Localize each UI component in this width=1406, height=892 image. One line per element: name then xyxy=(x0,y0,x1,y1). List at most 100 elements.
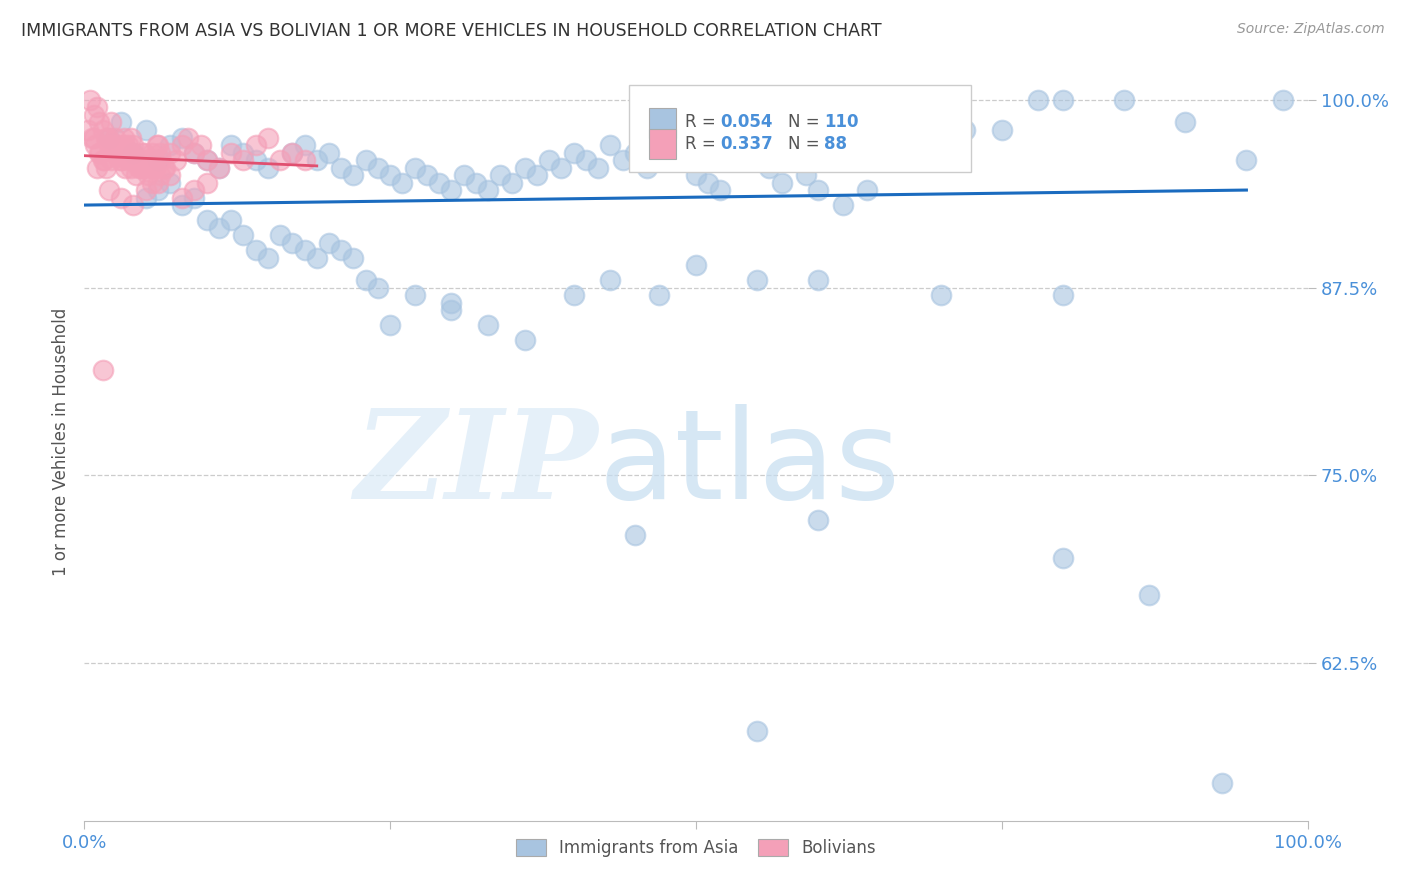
Point xyxy=(100,115,122,129)
Point xyxy=(1052,550,1074,565)
Point xyxy=(257,251,280,265)
Point xyxy=(697,176,720,190)
Point xyxy=(513,161,536,175)
Point xyxy=(440,303,463,318)
Point xyxy=(575,153,598,167)
Point xyxy=(135,153,157,167)
Point xyxy=(1137,589,1160,603)
Point xyxy=(929,130,952,145)
Point xyxy=(128,161,150,175)
Point xyxy=(807,513,830,527)
Point xyxy=(440,295,463,310)
Point xyxy=(183,190,205,204)
Point xyxy=(96,130,118,145)
Point xyxy=(159,145,181,160)
Point xyxy=(257,161,280,175)
FancyBboxPatch shape xyxy=(650,129,676,160)
Legend: Immigrants from Asia, Bolivians: Immigrants from Asia, Bolivians xyxy=(508,830,884,865)
Point xyxy=(77,123,100,137)
Point xyxy=(294,138,316,153)
Point xyxy=(831,198,853,212)
Point xyxy=(281,235,304,250)
Text: R =: R = xyxy=(685,113,721,131)
Text: R =: R = xyxy=(685,135,721,153)
Point xyxy=(143,153,166,167)
Point xyxy=(128,153,150,167)
Point xyxy=(110,115,132,129)
Point xyxy=(132,161,155,175)
Point xyxy=(195,176,218,190)
Point xyxy=(1114,93,1136,107)
Point xyxy=(380,168,402,182)
Point xyxy=(305,251,328,265)
Point xyxy=(526,168,548,182)
Point xyxy=(794,168,817,182)
Point xyxy=(991,123,1014,137)
Point xyxy=(1211,776,1233,790)
Point xyxy=(195,153,218,167)
Point xyxy=(734,153,756,167)
Point xyxy=(142,161,165,175)
Point xyxy=(153,161,176,175)
Point xyxy=(599,138,621,153)
Point xyxy=(612,153,634,167)
Point xyxy=(269,153,291,167)
Point xyxy=(305,153,328,167)
Point xyxy=(129,161,152,175)
Point xyxy=(232,153,254,167)
Point xyxy=(141,145,163,160)
Point xyxy=(112,130,135,145)
Point xyxy=(232,228,254,243)
Text: IMMIGRANTS FROM ASIA VS BOLIVIAN 1 OR MORE VEHICLES IN HOUSEHOLD CORRELATION CHA: IMMIGRANTS FROM ASIA VS BOLIVIAN 1 OR MO… xyxy=(21,22,882,40)
Point xyxy=(146,138,169,153)
Point xyxy=(427,176,450,190)
Point xyxy=(281,145,304,160)
Point xyxy=(183,145,205,160)
Point xyxy=(115,145,138,160)
Point xyxy=(146,183,169,197)
Point xyxy=(149,145,172,160)
Point xyxy=(87,115,110,129)
Point xyxy=(208,220,231,235)
Point xyxy=(104,145,127,160)
Point xyxy=(342,251,364,265)
Text: 88: 88 xyxy=(824,135,848,153)
Point xyxy=(208,161,231,175)
Point xyxy=(83,108,105,122)
Point xyxy=(232,145,254,160)
Point xyxy=(672,145,695,160)
Point xyxy=(83,130,105,145)
Point xyxy=(89,145,111,160)
Point xyxy=(150,153,173,167)
Point xyxy=(97,130,120,145)
Point xyxy=(538,153,561,167)
Point xyxy=(153,161,176,175)
Point xyxy=(562,145,585,160)
Point xyxy=(136,161,159,175)
Point xyxy=(294,243,316,257)
Point xyxy=(190,138,212,153)
Point xyxy=(281,145,304,160)
Point xyxy=(747,145,769,160)
Point xyxy=(807,273,830,287)
Point xyxy=(709,183,731,197)
Point xyxy=(121,145,143,160)
Point xyxy=(440,183,463,197)
Point xyxy=(159,168,181,182)
Point xyxy=(391,176,413,190)
Point xyxy=(122,198,145,212)
Point xyxy=(869,130,891,145)
Point xyxy=(416,168,439,182)
Point xyxy=(624,528,647,542)
Point xyxy=(177,130,200,145)
Point xyxy=(141,176,163,190)
Point xyxy=(354,273,377,287)
Point xyxy=(117,138,139,153)
Point xyxy=(685,258,707,272)
Point xyxy=(138,153,160,167)
Point xyxy=(245,243,267,257)
Point xyxy=(648,288,671,302)
Point xyxy=(84,138,107,153)
Point xyxy=(136,168,159,182)
Point xyxy=(1052,93,1074,107)
